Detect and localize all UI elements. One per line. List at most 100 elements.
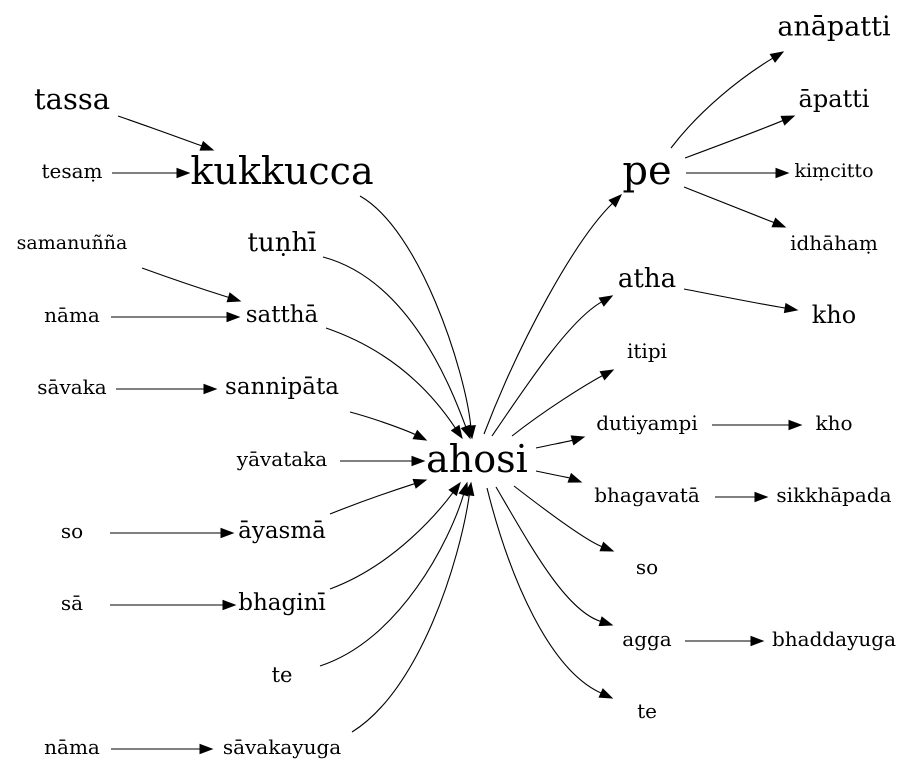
edge-pe-to-anapatti bbox=[670, 51, 785, 149]
node-label: idhāhaṃ bbox=[790, 231, 878, 255]
arrowhead bbox=[222, 599, 237, 611]
edge-pe-to-kimcitto bbox=[686, 167, 790, 179]
edge-line bbox=[535, 439, 573, 449]
node-label: ahosi bbox=[426, 437, 528, 481]
nodes-layer: tassa kukkucca tesaṃ samanuñña tuṇhī nāma satt… bbox=[17, 12, 896, 760]
node-label: bhaginī bbox=[238, 590, 326, 616]
arrowhead bbox=[567, 472, 583, 483]
node-te1: te bbox=[272, 663, 293, 687]
node-agga: agga bbox=[622, 627, 672, 651]
node-label: te bbox=[637, 699, 657, 723]
node-label: sāvaka bbox=[37, 375, 107, 399]
node-kho1: kho bbox=[812, 301, 856, 329]
arrowhead bbox=[226, 292, 242, 303]
edge-tunhi-to-ahosi bbox=[322, 256, 471, 440]
node-label: bhagavatā bbox=[594, 483, 700, 507]
edge-bhagini-to-ahosi bbox=[329, 481, 461, 590]
arrowhead bbox=[176, 167, 191, 179]
edge-ahosi-to-pe bbox=[483, 194, 623, 435]
edge-pe-to-apatti bbox=[684, 115, 796, 159]
node-tesam: tesaṃ bbox=[41, 159, 102, 183]
edge-line bbox=[495, 486, 601, 622]
node-nama2: nāma bbox=[44, 735, 100, 759]
edge-line bbox=[117, 115, 202, 147]
node-label: āyasmā bbox=[238, 518, 326, 544]
edge-line bbox=[683, 186, 775, 224]
edge-savaka-to-sannipata bbox=[116, 383, 218, 395]
edge-ahosi-to-atha bbox=[491, 295, 614, 437]
edge-sa-to-bhagini bbox=[110, 599, 237, 611]
node-label: satthā bbox=[246, 302, 319, 328]
edge-line bbox=[513, 485, 603, 548]
edge-line bbox=[684, 120, 784, 159]
node-so1: so bbox=[61, 519, 83, 543]
node-label: bhaddayuga bbox=[772, 627, 896, 651]
edge-line bbox=[319, 494, 465, 667]
edge-samanunna-to-sattha bbox=[141, 267, 242, 303]
node-kimcitto: kiṃcitto bbox=[794, 160, 873, 182]
node-bhaddayuga: bhaddayuga bbox=[772, 627, 896, 651]
node-savakayuga: sāvakayuga bbox=[223, 735, 341, 759]
edge-line bbox=[511, 375, 603, 437]
arrowhead bbox=[464, 481, 475, 497]
node-label: anāpatti bbox=[777, 12, 891, 43]
arrowhead bbox=[598, 295, 614, 307]
edge-line bbox=[141, 267, 229, 298]
arrowhead bbox=[448, 481, 461, 497]
edge-nama1-to-sattha bbox=[111, 311, 241, 323]
edge-ayasma-to-ahosi bbox=[329, 478, 428, 515]
node-label: atha bbox=[618, 264, 676, 294]
edge-line bbox=[359, 195, 472, 427]
node-kukkucca: kukkucca bbox=[190, 149, 373, 193]
node-label: tuṇhī bbox=[248, 228, 317, 258]
node-label: tesaṃ bbox=[41, 159, 102, 183]
node-sikkhapada: sikkhāpada bbox=[776, 483, 891, 507]
node-dutiyampi: dutiyampi bbox=[596, 411, 698, 435]
arrowhead bbox=[769, 51, 785, 63]
edge-ahosi-to-te2 bbox=[486, 487, 614, 699]
arrowhead bbox=[450, 424, 463, 440]
edge-line bbox=[351, 494, 470, 733]
node-label: te bbox=[272, 663, 293, 687]
arrowhead bbox=[570, 435, 586, 446]
node-tassa: tassa bbox=[34, 82, 110, 116]
arrowhead bbox=[608, 194, 623, 208]
node-atha: atha bbox=[618, 264, 676, 294]
arrowhead bbox=[598, 616, 614, 627]
edge-line bbox=[329, 483, 415, 515]
node-label: sā bbox=[61, 591, 83, 615]
edge-line bbox=[329, 492, 454, 590]
arrowhead bbox=[783, 302, 799, 314]
node-apatti: āpatti bbox=[799, 85, 870, 113]
arrowhead bbox=[412, 478, 428, 489]
arrowhead bbox=[780, 115, 796, 126]
node-label: tassa bbox=[34, 82, 110, 116]
arrowhead bbox=[226, 311, 241, 323]
node-label: samanuñña bbox=[17, 232, 128, 254]
edge-line bbox=[535, 470, 571, 479]
edge-te1-to-ahosi bbox=[319, 481, 469, 667]
arrowhead bbox=[598, 688, 614, 699]
node-so2: so bbox=[636, 555, 658, 579]
edge-ahosi-to-itipi bbox=[511, 369, 615, 437]
node-ayasma: āyasmā bbox=[238, 518, 326, 544]
node-label: kho bbox=[815, 411, 852, 435]
node-label: sannipāta bbox=[225, 374, 339, 400]
arrowhead bbox=[199, 140, 215, 151]
node-sa: sā bbox=[61, 591, 83, 615]
edge-ahosi-to-agga bbox=[495, 486, 614, 627]
node-bhagini: bhaginī bbox=[238, 590, 326, 616]
edge-tassa-to-kukkucca bbox=[117, 115, 215, 151]
edge-agga-to-bhaddayuga bbox=[685, 635, 765, 647]
edge-savakayuga-to-ahosi bbox=[351, 481, 475, 733]
node-idhaham: idhāhaṃ bbox=[790, 231, 878, 255]
node-label: nāma bbox=[44, 303, 100, 327]
arrowhead bbox=[775, 167, 790, 179]
node-kho2: kho bbox=[815, 411, 852, 435]
edge-ahosi-to-dutiyampi bbox=[535, 435, 586, 449]
node-label: yāvataka bbox=[236, 447, 328, 471]
arrowhead bbox=[599, 541, 615, 552]
node-samanunna: samanuñña bbox=[17, 232, 128, 254]
edge-line bbox=[670, 57, 774, 149]
